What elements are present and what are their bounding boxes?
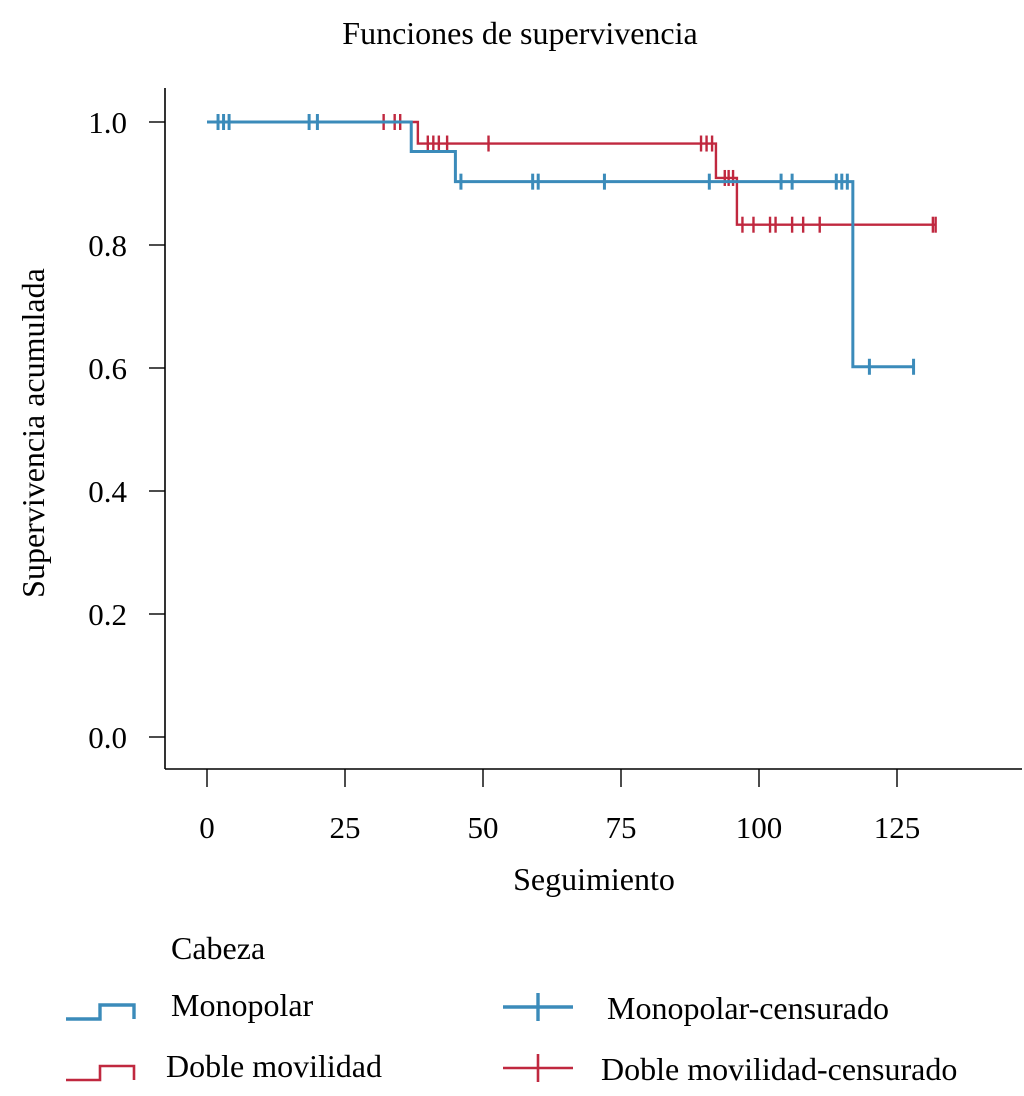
survival-step-line — [207, 120, 936, 226]
legend-entry: Doble movilidad — [66, 1048, 382, 1084]
legend-entry: Doble movilidad-censurado — [503, 1051, 957, 1087]
x-tick-label: 125 — [874, 810, 921, 845]
survival-step-line — [207, 120, 914, 369]
legend-title: Cabeza — [171, 930, 265, 966]
series-doble-movilidad — [207, 114, 937, 233]
legend-step-icon — [66, 1003, 136, 1021]
legend-label: Monopolar-censurado — [607, 990, 889, 1026]
x-tick-label: 50 — [468, 810, 499, 845]
y-axis-label: Supervivencia acumulada — [15, 268, 51, 598]
legend-label: Monopolar — [171, 987, 314, 1023]
y-tick-label: 1.0 — [88, 105, 127, 140]
x-tick-label: 25 — [330, 810, 361, 845]
legend-entry: Monopolar-censurado — [503, 990, 889, 1026]
legend-step-icon — [66, 1064, 136, 1082]
x-tick-label: 0 — [199, 810, 215, 845]
legend-label: Doble movilidad-censurado — [601, 1051, 957, 1087]
x-axis-label: Seguimiento — [513, 861, 675, 897]
axes: 0 25 50 75 100 125 0.0 0.2 0.4 0.6 0.8 1.0 — [88, 88, 1022, 845]
y-tick-label: 0.0 — [88, 720, 127, 755]
x-tick-label: 100 — [736, 810, 783, 845]
y-tick-label: 0.6 — [88, 351, 127, 386]
y-tick-label: 0.4 — [88, 474, 127, 509]
x-tick-label: 75 — [606, 810, 637, 845]
legend: Cabeza Monopolar Doble movilidad Monopolar… — [66, 930, 957, 1087]
plot-area — [207, 114, 937, 375]
chart-title: Funciones de supervivencia — [342, 15, 697, 51]
series-monopolar — [207, 114, 916, 375]
y-tick-label: 0.2 — [88, 597, 127, 632]
legend-entry: Monopolar — [66, 987, 314, 1023]
y-tick-label: 0.8 — [88, 228, 127, 263]
legend-label: Doble movilidad — [166, 1048, 382, 1084]
